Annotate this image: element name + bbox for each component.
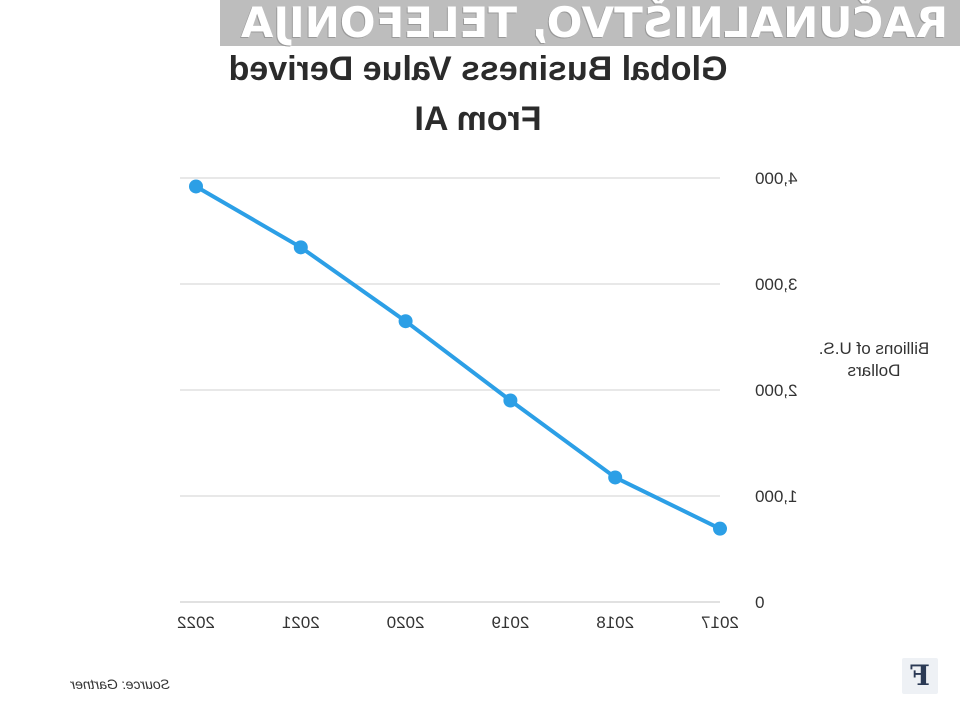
- y-tick-label: 2,000: [755, 381, 798, 400]
- data-point: [398, 314, 413, 329]
- data-point: [189, 179, 203, 194]
- brand-logo: F: [902, 658, 938, 694]
- data-point: [608, 470, 623, 485]
- x-tick-label: 2019: [491, 613, 529, 632]
- data-point: [293, 240, 308, 255]
- y-tick-label: 1,000: [755, 487, 798, 506]
- x-tick-label: 2021: [282, 613, 320, 632]
- series-line: [194, 184, 722, 531]
- x-tick-label: 2020: [387, 613, 425, 632]
- x-tick-label: 2018: [596, 613, 634, 632]
- source-note: Source: Gartner: [70, 676, 170, 692]
- x-tick-label: 2017: [701, 613, 739, 632]
- y-tick-label: 3,000: [755, 275, 798, 294]
- y-axis-title: Billions of U.S. Dollars: [818, 339, 930, 380]
- data-point: [713, 521, 727, 536]
- data-point: [503, 393, 518, 408]
- x-tick-label: 2022: [177, 613, 215, 632]
- y-tick-label: 0: [755, 593, 764, 612]
- y-tick-label: 4,000: [755, 169, 798, 188]
